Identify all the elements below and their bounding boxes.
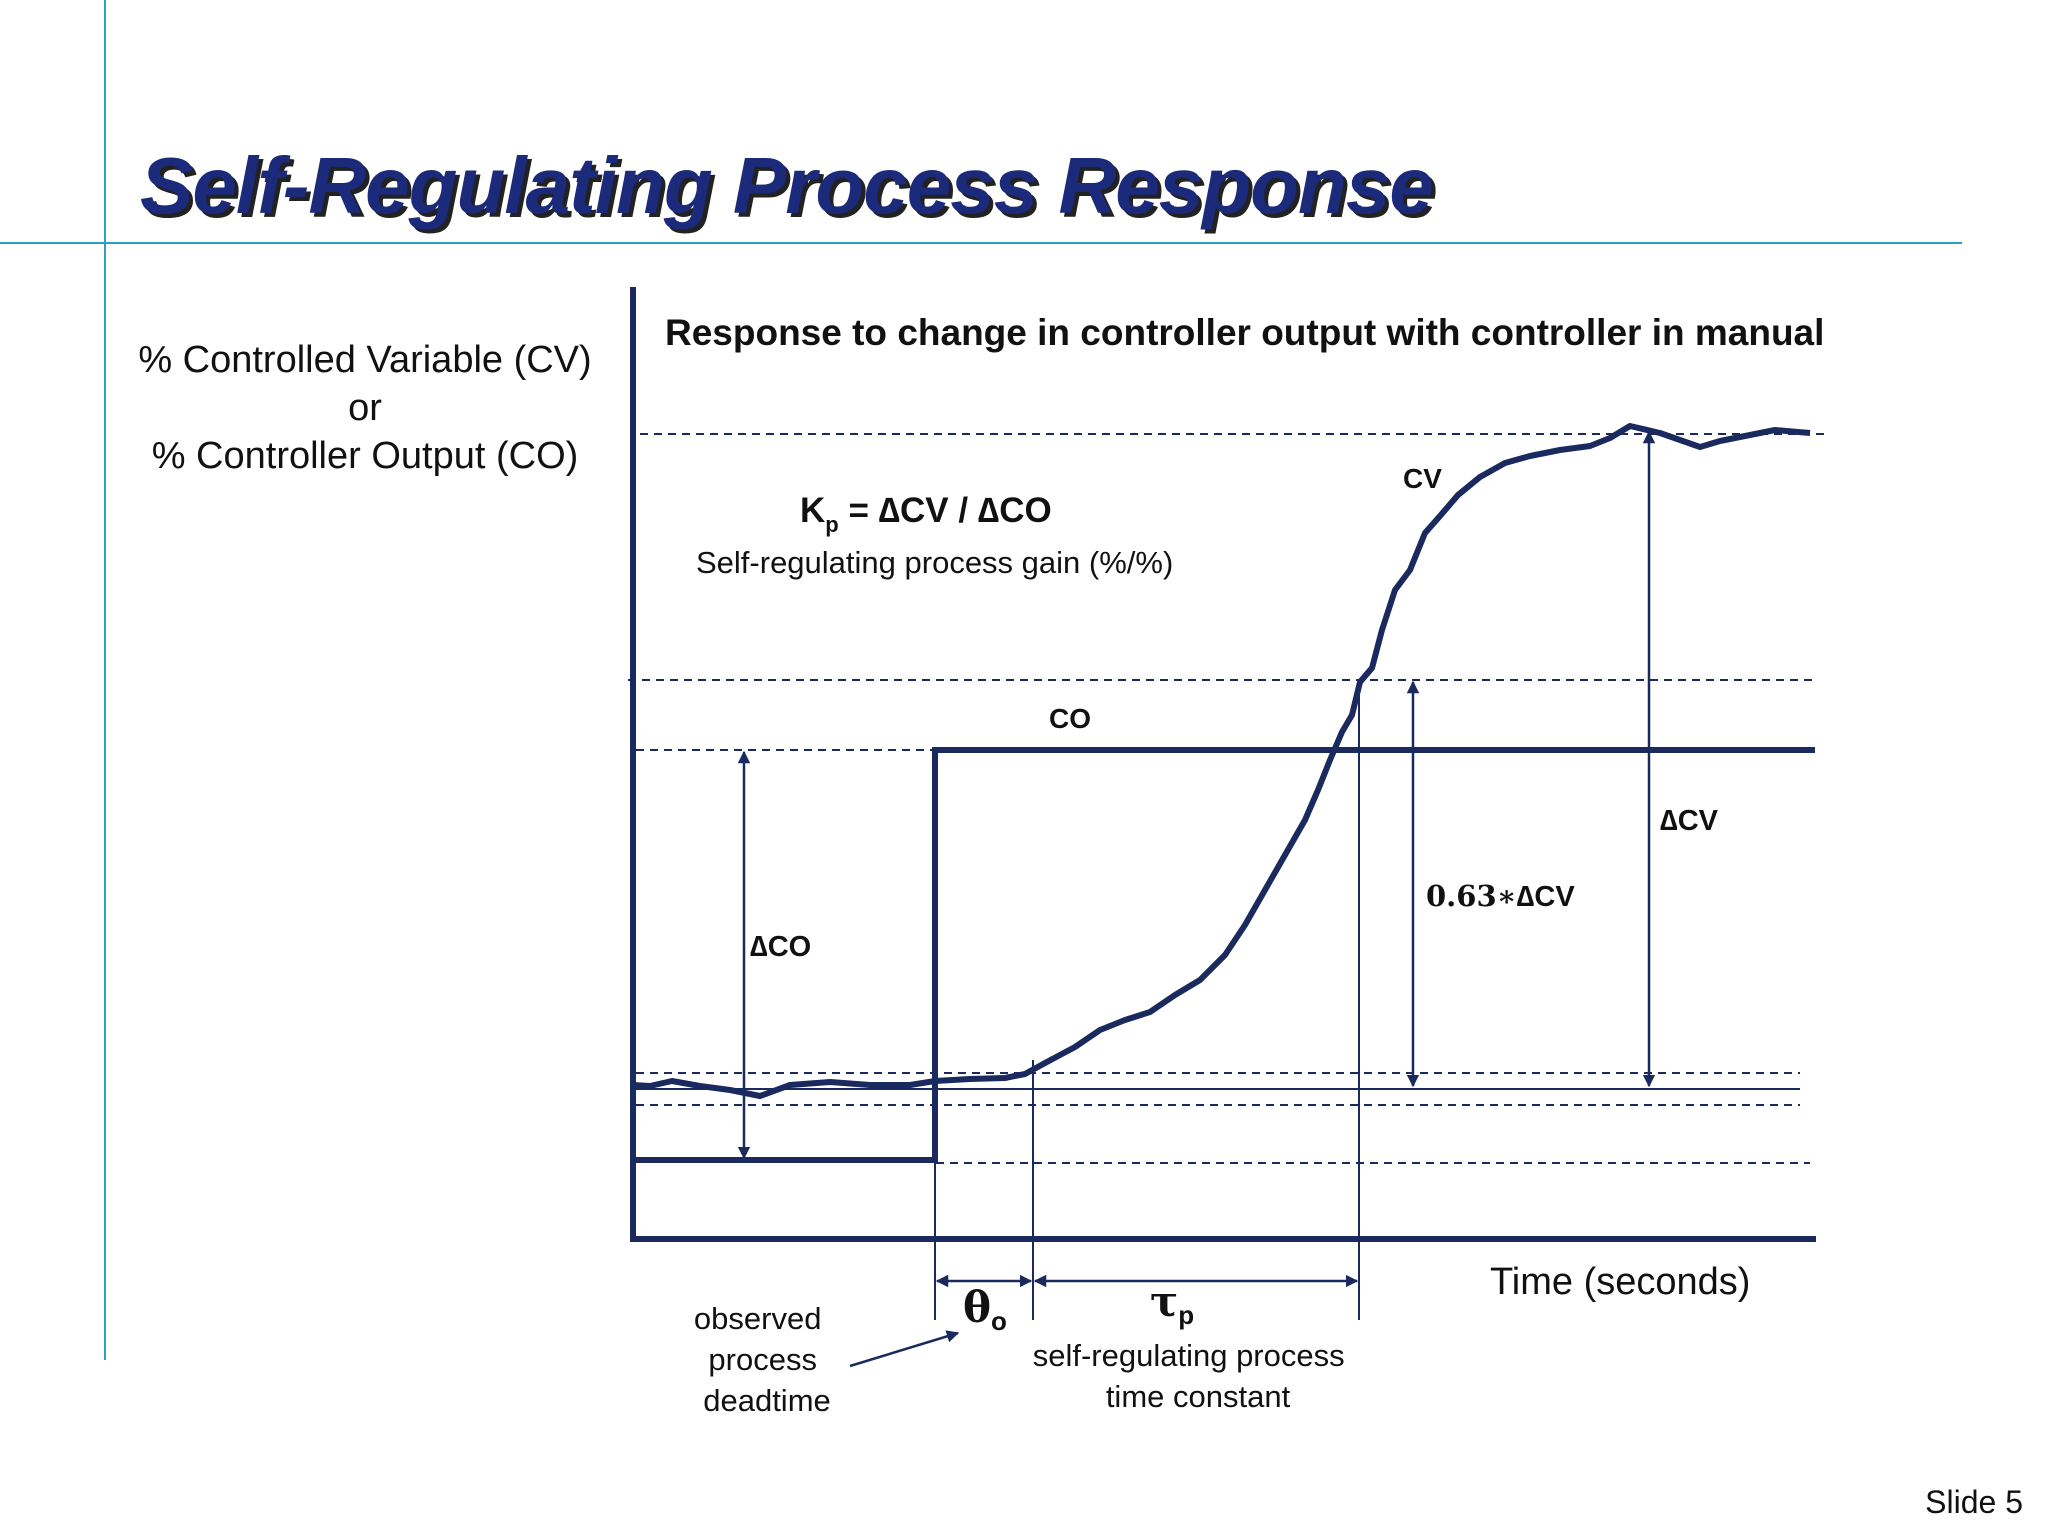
delta-cv-label: ∆CV — [1660, 805, 1719, 837]
cv-response-curve — [632, 423, 1811, 1099]
time-guide-lines — [934, 680, 1360, 1320]
y-axis-label-or: or — [348, 387, 382, 429]
tau-caption-line1: self-regulating process — [1033, 1338, 1345, 1373]
delta-co-label: ∆CO — [750, 931, 811, 963]
deadtime-caption: observed process deadtime — [694, 1301, 831, 1418]
tau-caption: self-regulating process time constant — [1033, 1338, 1354, 1414]
gain-description: Self-regulating process gain (%/%) — [696, 545, 1173, 580]
deadtime-caption-line1: observed — [694, 1301, 822, 1336]
gain-ratio: = ∆CV / ∆CO — [839, 491, 1052, 530]
tau-glyph: τ — [1150, 1277, 1178, 1326]
time-axis-label: Time (seconds) — [1490, 1261, 1750, 1303]
theta-subscript: o — [991, 1306, 1007, 1336]
slide-vertical-rule — [104, 0, 106, 1360]
diagram-heading: Response to change in controller output … — [665, 312, 1824, 353]
deadtime-caption-line2: process — [708, 1342, 817, 1377]
frac-cv-suffix: ∆CV — [1517, 881, 1576, 913]
gain-k-subscript: p — [825, 512, 838, 537]
y-axis-label-cv: % Controlled Variable (CV) — [138, 339, 592, 381]
slide-number: Slide 5 — [1925, 1484, 2023, 1520]
gain-k: K — [800, 491, 825, 530]
axes — [630, 287, 1816, 1242]
tau-symbol: τp — [1150, 1277, 1194, 1330]
cv-curve-label: CV — [1403, 463, 1442, 494]
theta-glyph: θ — [963, 1283, 991, 1332]
measurement-arrows — [737, 430, 1656, 1368]
deadtime-symbol: θo — [963, 1283, 1007, 1336]
slide-horizontal-rule — [0, 242, 1962, 244]
gain-formula: Kp = ∆CV / ∆CO — [800, 491, 1052, 537]
y-axis-label-co: % Controller Output (CO) — [151, 435, 579, 477]
y-axis-label: % Controlled Variable (CV) or % Controll… — [100, 336, 630, 480]
co-curve-label: CO — [1049, 703, 1091, 734]
slide-title: Self-Regulating Process Response — [140, 141, 1434, 230]
deadtime-pointer-arrow — [849, 1330, 960, 1368]
tau-caption-line2: time constant — [1106, 1379, 1291, 1414]
frac-cv-prefix: 0.63∗ — [1426, 879, 1517, 913]
dashed-reference-lines — [628, 433, 1830, 1164]
deadtime-caption-line3: deadtime — [703, 1383, 831, 1418]
frac-cv-label: 0.63∗∆CV — [1426, 879, 1575, 913]
tau-subscript: p — [1178, 1300, 1194, 1330]
co-step-signal — [633, 747, 1815, 1163]
